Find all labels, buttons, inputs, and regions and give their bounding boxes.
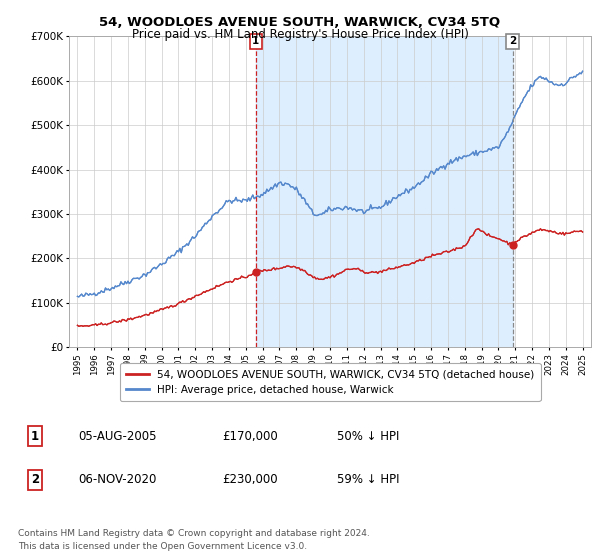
Text: 2: 2 xyxy=(509,36,517,46)
Text: Contains HM Land Registry data © Crown copyright and database right 2024.
This d: Contains HM Land Registry data © Crown c… xyxy=(18,529,370,550)
Text: 50% ↓ HPI: 50% ↓ HPI xyxy=(337,430,400,443)
Text: 1: 1 xyxy=(252,36,260,46)
Text: 06-NOV-2020: 06-NOV-2020 xyxy=(78,473,157,486)
Legend: 54, WOODLOES AVENUE SOUTH, WARWICK, CV34 5TQ (detached house), HPI: Average pric: 54, WOODLOES AVENUE SOUTH, WARWICK, CV34… xyxy=(119,363,541,401)
Text: 2: 2 xyxy=(31,473,39,486)
Text: 54, WOODLOES AVENUE SOUTH, WARWICK, CV34 5TQ: 54, WOODLOES AVENUE SOUTH, WARWICK, CV34… xyxy=(100,16,500,29)
Text: Price paid vs. HM Land Registry's House Price Index (HPI): Price paid vs. HM Land Registry's House … xyxy=(131,28,469,41)
Text: 1: 1 xyxy=(31,430,39,443)
Text: 59% ↓ HPI: 59% ↓ HPI xyxy=(337,473,400,486)
Text: £230,000: £230,000 xyxy=(222,473,278,486)
Text: £170,000: £170,000 xyxy=(222,430,278,443)
Bar xyxy=(256,36,512,347)
Text: 05-AUG-2005: 05-AUG-2005 xyxy=(78,430,157,443)
